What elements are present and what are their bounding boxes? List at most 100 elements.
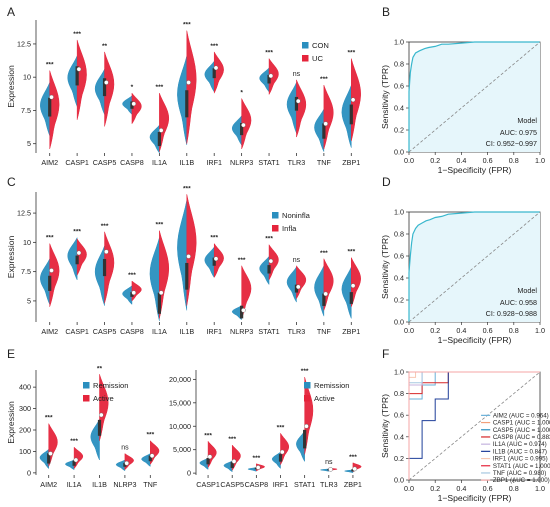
x-tick-label: CASP1 xyxy=(65,327,89,336)
x-tick-label: 1.0 xyxy=(535,484,545,493)
median-dot xyxy=(231,459,237,464)
roc-curve-9 xyxy=(408,371,540,480)
violin-half-con xyxy=(204,60,215,93)
violin-half-uc xyxy=(241,98,252,150)
significance-label: *** xyxy=(265,50,273,57)
x-tick-label: AIM2 xyxy=(41,327,58,336)
inner-box xyxy=(47,453,51,464)
y-tick-label: 20,000 xyxy=(169,375,191,384)
violin-half-uc xyxy=(186,30,197,144)
violin-half-uc xyxy=(323,84,334,150)
y-tick-label: 0.6 xyxy=(394,411,404,420)
violin-half-infla xyxy=(296,265,307,300)
violin-half-con xyxy=(67,55,78,107)
x-tick-label: 0.4 xyxy=(456,484,466,493)
inner-box xyxy=(267,74,271,84)
significance-label: *** xyxy=(277,424,285,431)
x-tick-label: 0.0 xyxy=(404,326,414,335)
significance-label: *** xyxy=(347,50,355,57)
significance-label: *** xyxy=(146,432,154,439)
violin-half-noninfla xyxy=(286,266,297,304)
x-tick-label: 0.8 xyxy=(509,484,519,493)
violin-half-infla xyxy=(76,238,87,276)
legend-swatch xyxy=(304,395,311,402)
x-tick-label: CASP5 xyxy=(220,480,244,489)
legend-label: Active xyxy=(93,394,114,403)
median-dot xyxy=(241,307,246,313)
x-tick-label: IL1B xyxy=(92,480,107,489)
violin-half-noninfla xyxy=(67,237,78,280)
chance-diagonal xyxy=(408,41,541,153)
significance-label: ns xyxy=(121,445,129,452)
inner-box xyxy=(349,104,353,125)
violin-half-uc xyxy=(268,58,279,96)
violin-panel-c: 5 7.5 10 12.5 Expression AIM2 *** CASP1 *** CASP5… xyxy=(6,185,361,336)
significance-label: *** xyxy=(204,432,212,439)
median-dot xyxy=(49,94,54,100)
x-tick-label: CASP1 xyxy=(65,158,89,167)
violin-half-infla xyxy=(159,230,170,319)
violin-half-con xyxy=(286,82,297,134)
violin-half-noninfla xyxy=(40,257,50,305)
legend-swatch xyxy=(83,382,90,389)
x-tick-label: 0.4 xyxy=(456,156,466,165)
significance-label: *** xyxy=(265,236,273,243)
significance-label: *** xyxy=(349,454,357,461)
x-axis-label: 1−Specificity (FPR) xyxy=(438,165,512,175)
violin-half-infla xyxy=(49,243,60,307)
y-axis-label: Expression xyxy=(6,65,16,108)
violin-half-remission xyxy=(271,451,281,470)
violin-half-noninfla xyxy=(259,255,270,286)
x-tick-label: TLR3 xyxy=(320,480,338,489)
y-tick-label: 0 xyxy=(27,468,31,477)
inner-box xyxy=(294,96,299,111)
roc-curve-5 xyxy=(408,371,540,480)
x-tick-label: IL1A xyxy=(152,158,167,167)
median-dot xyxy=(99,412,104,418)
violin-half-con xyxy=(122,95,133,116)
violin-half-active xyxy=(124,453,134,471)
significance-label: *** xyxy=(45,415,53,422)
x-tick-label: TLR3 xyxy=(288,327,306,336)
significance-label: *** xyxy=(320,250,328,257)
x-tick-label: NLRP3 xyxy=(113,480,136,489)
y-tick-label: 5 xyxy=(27,139,31,148)
inner-box xyxy=(278,454,283,462)
legend-label: CASP1 (AUC = 1.000) xyxy=(493,420,550,427)
median-dot xyxy=(295,284,301,290)
inner-box xyxy=(230,461,234,468)
median-dot xyxy=(304,423,309,429)
legend-label: ZBP1 (AUC = 1.000) xyxy=(493,477,550,484)
median-dot xyxy=(213,256,219,262)
significance-label: ns xyxy=(293,257,301,264)
significance-label: * xyxy=(131,84,134,91)
auc-annotation: AUC: 0.975 xyxy=(500,128,537,137)
x-tick-label: ZBP1 xyxy=(344,480,362,489)
inner-box xyxy=(123,462,127,467)
legend-label: STAT1 (AUC = 1.000) xyxy=(493,463,550,470)
x-tick-label: 0.6 xyxy=(483,484,493,493)
violin-half-uc xyxy=(104,51,115,127)
x-tick-label: 1.0 xyxy=(535,156,545,165)
significance-label: *** xyxy=(156,222,164,229)
inner-box xyxy=(240,122,244,136)
violin-half-con xyxy=(314,108,325,152)
violin-half-infla xyxy=(323,258,334,311)
significance-label: *** xyxy=(210,235,218,242)
legend-label: IL1A (AUC = 0.974) xyxy=(493,441,547,448)
median-dot xyxy=(131,101,137,107)
y-tick-label: 0.0 xyxy=(394,476,404,485)
inner-box xyxy=(185,90,189,118)
inner-box xyxy=(97,419,102,436)
median-dot xyxy=(73,457,79,463)
significance-label: ns xyxy=(293,71,301,78)
median-dot xyxy=(268,73,274,79)
violin-half-con xyxy=(231,115,243,146)
median-dot xyxy=(328,467,333,472)
legend-label: TNF (AUC = 0.980) xyxy=(493,470,546,477)
legend-swatch xyxy=(302,55,309,62)
significance-label: *** xyxy=(183,185,191,192)
x-tick-label: STAT1 xyxy=(258,327,279,336)
y-tick-label: 0 xyxy=(187,469,191,478)
y-tick-label: 0.2 xyxy=(394,454,404,463)
